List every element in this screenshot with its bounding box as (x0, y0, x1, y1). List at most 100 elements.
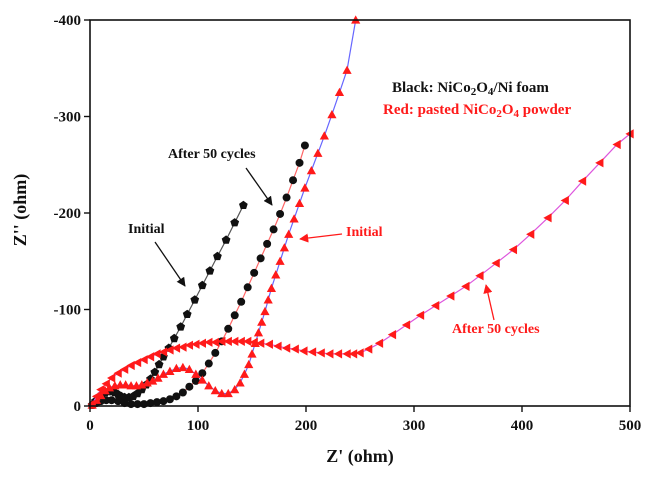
data-point-black-initial (154, 359, 164, 369)
data-point-red-after (612, 139, 621, 150)
data-point-red-after (139, 355, 148, 365)
data-point-red-after (387, 329, 397, 340)
data-point-red-initial (239, 369, 250, 378)
data-point-red-after (256, 338, 265, 348)
data-point-red-initial (244, 359, 254, 369)
x-tick-label: 400 (511, 418, 534, 434)
data-point-red-initial (217, 388, 227, 398)
data-point-black-after (282, 193, 291, 202)
data-point-red-initial (148, 376, 158, 385)
data-point-black-after (178, 388, 187, 397)
data-point-black-initial (182, 309, 192, 318)
data-point-black-after (120, 399, 129, 408)
data-point-black-after (224, 324, 233, 333)
data-point-red-after (415, 310, 425, 320)
data-point-black-after (198, 369, 207, 378)
data-point-red-after (577, 176, 587, 186)
data-point-black-after (191, 376, 200, 385)
annotations: Initial After 50 cycles Initial After 50… (128, 147, 540, 337)
data-point-red-after (132, 357, 142, 368)
data-point-red-after (178, 342, 187, 352)
data-point-red-initial (184, 364, 194, 374)
data-point-red-initial (271, 270, 281, 279)
data-point-black-after (289, 176, 298, 185)
data-point-red-initial (197, 375, 207, 384)
data-point-red-initial (230, 384, 240, 394)
data-point-red-after (355, 348, 364, 358)
x-tick-label: 0 (86, 418, 94, 434)
data-point-red-after (333, 349, 343, 359)
data-point-red-after (290, 344, 299, 354)
data-point-red-initial (247, 349, 257, 358)
y-tick-label: 0 (74, 399, 82, 415)
data-point-black-initial (230, 218, 240, 227)
data-point-red-initial (235, 378, 245, 387)
data-point-black-after (114, 397, 123, 406)
data-point-black-initial (213, 251, 222, 261)
arrow-red-initial (299, 233, 343, 243)
data-point-red-after (119, 364, 129, 374)
data-point-black-initial (197, 280, 207, 290)
data-point-black-after (204, 359, 213, 368)
data-point-black-after (276, 209, 285, 218)
annotation-red-after: After 50 cycles (452, 322, 540, 337)
y-axis-label: Z'' (ohm) (10, 174, 31, 247)
data-point-red-initial (289, 214, 299, 223)
data-point-red-after (210, 337, 219, 347)
data-point-black-after (152, 398, 161, 407)
data-point-red-after (264, 339, 273, 349)
data-point-red-initial (300, 183, 310, 192)
data-point-red-after (273, 341, 282, 351)
data-point-red-after (171, 343, 181, 353)
y-tick-label: -200 (54, 206, 82, 222)
annotation-red-initial: Initial (346, 225, 383, 240)
data-point-red-after (217, 336, 226, 346)
data-point-black-initial (190, 295, 200, 304)
data-point-red-after (184, 340, 194, 350)
data-point-red-after (204, 337, 213, 347)
data-point-red-initial (334, 87, 345, 97)
data-point-red-initial (306, 165, 316, 175)
data-point-red-after (526, 229, 535, 239)
data-point-red-initial (165, 366, 175, 375)
data-point-red-after (191, 339, 200, 349)
data-point-black-after (230, 311, 239, 320)
legend-red-entry: Red: pasted NiCo2O4 powder (383, 102, 571, 120)
y-tick-label: -300 (54, 110, 82, 126)
data-point-red-initial (260, 306, 270, 316)
arrow-black-initial (154, 241, 186, 287)
data-point-red-initial (191, 369, 201, 378)
data-point-red-initial (263, 295, 273, 304)
data-point-red-initial (223, 388, 233, 398)
data-point-red-initial (275, 256, 285, 265)
data-point-black-after (243, 283, 252, 292)
data-point-red-after (243, 336, 252, 346)
data-point-red-after (96, 384, 105, 395)
axis-layer: 0 100 200 300 400 500 0 -100 -200 -300 -400 (54, 13, 642, 434)
data-point-red-after (446, 291, 455, 301)
data-point-red-after (461, 281, 470, 291)
x-tick-label: 100 (187, 418, 210, 434)
arrow-black-after (245, 167, 273, 206)
data-point-red-initial (121, 380, 131, 389)
x-tick-label: 200 (295, 418, 318, 434)
data-point-black-after (165, 395, 174, 404)
data-point-red-after (158, 347, 168, 357)
data-point-red-after (342, 349, 351, 359)
data-point-red-initial (342, 65, 352, 74)
data-point-red-after (101, 379, 110, 389)
data-point-red-after (299, 346, 308, 356)
x-tick-label: 500 (619, 418, 642, 434)
data-point-red-after (560, 195, 569, 206)
data-point-black-initial (221, 235, 231, 244)
data-point-red-initial (158, 369, 169, 378)
data-point-black-after (211, 348, 220, 357)
data-point-black-after (295, 158, 304, 167)
data-point-black-after (146, 399, 155, 408)
data-point-black-after (185, 382, 194, 391)
arrow-red-after (483, 284, 495, 321)
data-point-black-after (237, 297, 246, 306)
data-point-red-after (197, 338, 206, 348)
data-point-red-initial (284, 229, 294, 238)
annotation-black-initial: Initial (128, 222, 165, 237)
